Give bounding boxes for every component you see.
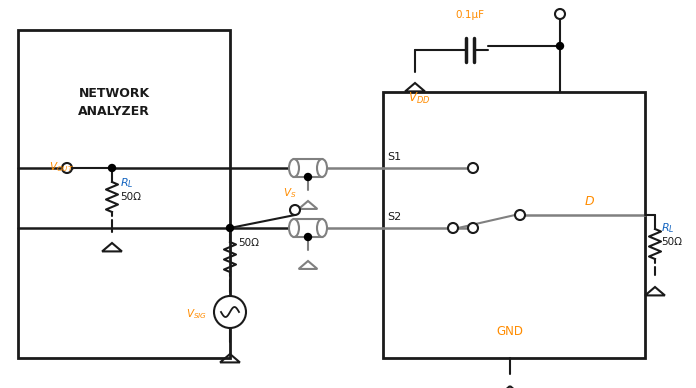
Bar — [383, 92, 645, 358]
Bar — [18, 30, 230, 358]
Circle shape — [305, 234, 312, 241]
Ellipse shape — [317, 159, 327, 177]
Text: S1: S1 — [387, 152, 401, 162]
Ellipse shape — [289, 159, 299, 177]
Text: $R_L$: $R_L$ — [661, 221, 674, 235]
Circle shape — [226, 225, 233, 232]
Circle shape — [109, 165, 116, 171]
Text: GND: GND — [496, 325, 523, 338]
Text: 50Ω: 50Ω — [120, 192, 141, 202]
Text: $R_L$: $R_L$ — [120, 176, 134, 190]
Circle shape — [468, 223, 478, 233]
Circle shape — [214, 296, 246, 328]
Circle shape — [62, 163, 72, 173]
Ellipse shape — [317, 219, 327, 237]
Circle shape — [515, 210, 525, 220]
Text: 50Ω: 50Ω — [238, 238, 259, 248]
Text: 0.1µF: 0.1µF — [455, 10, 484, 20]
Bar — [294, 159, 322, 177]
Ellipse shape — [289, 219, 299, 237]
Text: $V_{OUT}$: $V_{OUT}$ — [49, 160, 74, 174]
Text: NETWORK: NETWORK — [79, 87, 150, 100]
Text: S2: S2 — [387, 212, 402, 222]
Text: $V_{DD}$: $V_{DD}$ — [408, 91, 430, 106]
Bar — [294, 219, 322, 237]
Circle shape — [468, 163, 478, 173]
Circle shape — [557, 43, 564, 50]
Circle shape — [305, 173, 312, 180]
Text: 50Ω: 50Ω — [661, 237, 682, 247]
Circle shape — [290, 205, 300, 215]
Text: $V_{SIG}$: $V_{SIG}$ — [186, 307, 207, 321]
Circle shape — [448, 223, 458, 233]
Text: ANALYZER: ANALYZER — [78, 105, 150, 118]
Circle shape — [555, 9, 565, 19]
Text: D: D — [585, 195, 594, 208]
Text: $V_S$: $V_S$ — [283, 186, 296, 200]
